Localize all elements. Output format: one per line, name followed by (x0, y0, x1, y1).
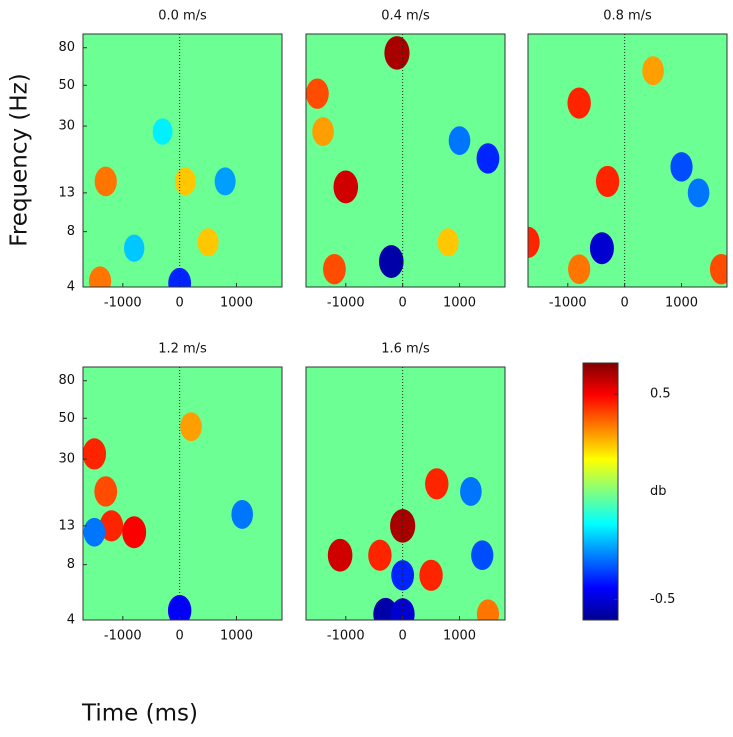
x-tick-label: 0 (176, 296, 184, 311)
heat-blob (642, 56, 664, 86)
heat-blob (460, 477, 482, 506)
panel-title: 1.6 m/s (381, 342, 430, 357)
x-tick-label: 1000 (443, 296, 476, 311)
heat-blob (589, 232, 614, 265)
colorbar (582, 362, 619, 621)
heat-blob (231, 500, 253, 529)
heat-blob (384, 36, 410, 70)
heat-blob (595, 165, 620, 198)
heat-blob (476, 143, 500, 174)
x-tick-label: -1000 (327, 296, 365, 311)
panel: 0.0 m/s -1000 0 1000 4 8 13 30 50 80 (58, 9, 283, 311)
heat-blob (83, 517, 106, 547)
y-tick-label: 50 (58, 78, 75, 93)
heat-blob (391, 560, 415, 591)
x-tick-label: -1000 (549, 296, 587, 311)
marks (327, 468, 500, 620)
heat-blob (312, 117, 334, 146)
y-tick-label: 4 (67, 613, 75, 628)
x-tick-label: -1000 (104, 296, 142, 311)
y-tick-label: 8 (67, 557, 75, 572)
panel: 0.4 m/s -1000 0 1000 (305, 9, 506, 311)
panel-title: 0.0 m/s (158, 9, 207, 24)
heat-blob (709, 253, 727, 285)
panel-title: 0.4 m/s (381, 9, 430, 24)
heat-blob (197, 228, 219, 257)
heat-blob (471, 540, 494, 571)
marks (306, 36, 500, 285)
y-tick-label: 80 (58, 373, 75, 388)
heat-blob (180, 412, 202, 442)
heat-blob (306, 78, 329, 109)
y-tick-label: 8 (67, 224, 75, 239)
x-tick-label: 0 (399, 629, 407, 644)
x-tick-label: 1000 (220, 629, 253, 644)
heat-blob (88, 266, 112, 287)
heat-blob (368, 539, 392, 571)
heat-blob (122, 516, 147, 549)
heat-blob (99, 510, 124, 542)
frame (305, 33, 506, 288)
marks (83, 412, 253, 620)
panel: 0.8 m/s -1000 0 1000 (527, 9, 728, 311)
frame (527, 33, 728, 288)
y-tick-label: 30 (58, 119, 75, 134)
heat-blob (83, 438, 107, 470)
panel: 1.6 m/s -1000 0 1000 (305, 342, 506, 644)
x-tick-label: -1000 (104, 629, 142, 644)
heat-blob (448, 126, 471, 156)
frame (305, 366, 506, 621)
heat-blob (123, 234, 145, 262)
y-tick-label: 4 (67, 280, 75, 295)
x-tick-label: 1000 (665, 296, 698, 311)
heat-blob (152, 118, 173, 145)
heat-blob (94, 476, 118, 507)
heat-blob (333, 170, 359, 204)
marks (528, 56, 727, 285)
plot-area (306, 34, 505, 287)
heat-blob (528, 226, 540, 258)
heat-blob (476, 599, 500, 620)
x-tick-label: 1000 (220, 296, 253, 311)
panel: 1.2 m/s -1000 0 1000 4 8 13 30 50 80 (58, 342, 283, 644)
heat-blob (327, 538, 353, 572)
colorbar-tick-label: 0.5 (650, 386, 671, 401)
heat-blob (437, 228, 459, 257)
heat-blob (174, 167, 196, 196)
heat-blob (390, 509, 416, 543)
y-tick-label: 30 (58, 452, 75, 467)
heat-blob (567, 87, 591, 119)
x-tick-label: 0 (621, 296, 629, 311)
plot-area (83, 34, 282, 287)
marks (88, 118, 236, 287)
y-tick-label: 13 (58, 185, 75, 200)
heat-blob (670, 152, 693, 182)
heat-blob (419, 559, 443, 591)
panel-title: 0.8 m/s (603, 9, 652, 24)
heat-blob (687, 178, 710, 208)
heat-blob (323, 253, 346, 285)
heat-blob (425, 468, 449, 500)
heat-blob (390, 598, 415, 620)
heat-blob (378, 245, 404, 278)
frame (82, 366, 283, 621)
colorbar-tick-label: -0.5 (650, 592, 675, 607)
x-tick-label: 1000 (443, 629, 476, 644)
x-tick-label: 0 (399, 296, 407, 311)
y-axis-label: Frequency (Hz) (7, 73, 33, 246)
heat-blob (568, 254, 591, 284)
colorbar-label: db (650, 484, 667, 499)
x-tick-label: -1000 (327, 629, 365, 644)
heat-blob (94, 166, 117, 197)
x-axis-label: Time (ms) (81, 701, 198, 727)
heat-blob (214, 167, 236, 196)
panel-title: 1.2 m/s (158, 342, 207, 357)
plot-area (528, 34, 727, 287)
x-tick-label: 0 (176, 629, 184, 644)
frame (82, 33, 283, 288)
y-tick-label: 13 (58, 518, 75, 533)
y-tick-label: 50 (58, 411, 75, 426)
y-tick-label: 80 (58, 40, 75, 55)
